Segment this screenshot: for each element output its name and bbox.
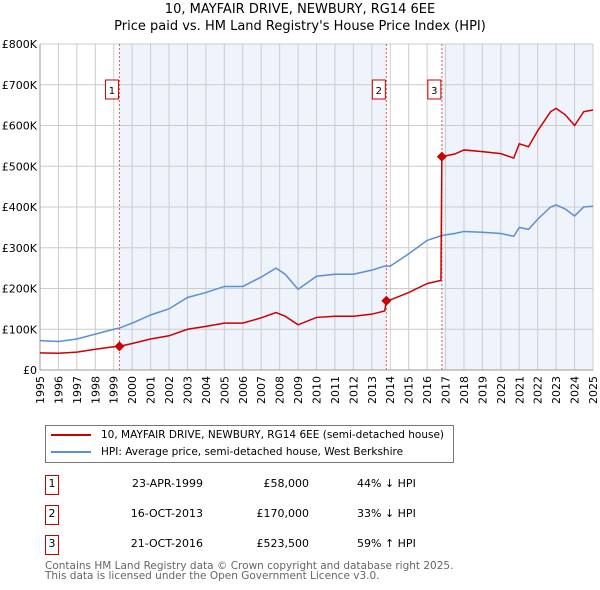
sale-marker-label: 2 <box>376 86 382 97</box>
x-tick-label: 2015 <box>403 376 416 404</box>
x-tick-label: 2004 <box>200 376 213 404</box>
x-tick-label: 1996 <box>52 376 65 404</box>
x-tick-label: 2002 <box>163 376 176 404</box>
hpi-line <box>39 204 594 343</box>
x-tick-label: 1998 <box>89 376 102 404</box>
sale-marker-box <box>104 79 119 100</box>
legend-swatch-property <box>51 434 91 436</box>
x-tick-label: 2022 <box>532 376 545 404</box>
x-tick-label: 2018 <box>458 376 471 404</box>
legend-label-property: 10, MAYFAIR DRIVE, NEWBURY, RG14 6EE (se… <box>101 429 445 441</box>
y-tick-label: £500K <box>2 160 38 173</box>
footer-line-2: This data is licensed under the Open Gov… <box>45 570 380 582</box>
legend: 10, MAYFAIR DRIVE, NEWBURY, RG14 6EE (se… <box>45 425 454 463</box>
y-tick-label: £200K <box>2 283 38 296</box>
x-tick-label: 2016 <box>421 376 434 404</box>
chart-title: 10, MAYFAIR DRIVE, NEWBURY, RG14 6EE <box>164 2 436 17</box>
sale-marker-label: 1 <box>45 475 59 495</box>
x-tick-label: 2006 <box>237 376 250 404</box>
y-tick-label: £800K <box>2 38 38 51</box>
y-tick-label: £100K <box>2 323 38 336</box>
x-tick-label: 1995 <box>34 376 47 404</box>
sale-hpi-diff: 44% ↓ HPI <box>357 477 416 490</box>
x-tick-label: 2012 <box>347 376 360 404</box>
x-tick-label: 2011 <box>329 376 342 404</box>
y-tick-label: £0 <box>23 364 37 377</box>
x-tick-label: 1999 <box>108 376 121 404</box>
legend-label-hpi: HPI: Average price, semi-detached house,… <box>101 446 404 458</box>
sale-price: £58,000 <box>263 477 310 490</box>
sale-hpi-diff: 59% ↑ HPI <box>357 537 416 550</box>
y-tick-label: £700K <box>2 79 38 92</box>
x-tick-label: 2020 <box>495 376 508 404</box>
y-tick-label: £600K <box>2 120 38 133</box>
x-tick-label: 2013 <box>366 376 379 404</box>
sale-price: £170,000 <box>256 507 310 520</box>
x-tick-label: 2019 <box>476 376 489 404</box>
sale-point <box>436 151 447 162</box>
y-tick-label: £400K <box>2 201 38 214</box>
x-tick-label: 1997 <box>71 376 84 404</box>
sale-marker-label: 3 <box>431 86 437 97</box>
x-tick-label: 2014 <box>384 376 397 404</box>
sale-date: 16-OCT-2013 <box>130 507 203 520</box>
x-tick-label: 2007 <box>255 376 268 404</box>
sale-marker-box <box>371 79 386 100</box>
footer: Contains HM Land Registry data © Crown c… <box>45 560 454 582</box>
sale-hpi-diff: 33% ↓ HPI <box>357 507 416 520</box>
y-tick-label: £300K <box>2 242 38 255</box>
x-tick-label: 2017 <box>440 376 453 404</box>
x-tick-label: 2024 <box>569 376 582 404</box>
footer-line-1: Contains HM Land Registry data © Crown c… <box>45 560 454 572</box>
x-tick-label: 2009 <box>292 376 305 404</box>
x-tick-label: 2008 <box>274 376 287 404</box>
property-price-line <box>39 107 594 355</box>
x-tick-label: 2000 <box>126 376 139 404</box>
x-tick-label: 2023 <box>550 376 563 404</box>
sale-marker-label: 2 <box>45 505 59 525</box>
x-tick-label: 2005 <box>218 376 231 404</box>
sale-marker-box <box>427 79 442 100</box>
x-tick-label: 2021 <box>513 376 526 404</box>
x-tick-label: 2010 <box>311 376 324 404</box>
chart-subtitle: Price paid vs. HM Land Registry's House … <box>114 19 486 34</box>
sale-date: 21-OCT-2016 <box>130 537 203 550</box>
sale-price: £523,500 <box>256 537 310 550</box>
sale-marker-label: 3 <box>45 535 59 555</box>
legend-swatch-hpi <box>51 451 91 453</box>
x-tick-label: 2003 <box>181 376 194 404</box>
sale-point <box>381 295 392 306</box>
plot-area: 1995 1996 1997 1998 1999 2000 2001 2002 2003 2004… <box>2 38 600 404</box>
sale-date: 23-APR-1999 <box>131 477 203 490</box>
x-tick-label: 2001 <box>145 376 158 404</box>
x-tick-label: 2025 <box>587 376 600 404</box>
sale-marker-label: 1 <box>109 86 115 97</box>
sale-point <box>114 341 125 352</box>
